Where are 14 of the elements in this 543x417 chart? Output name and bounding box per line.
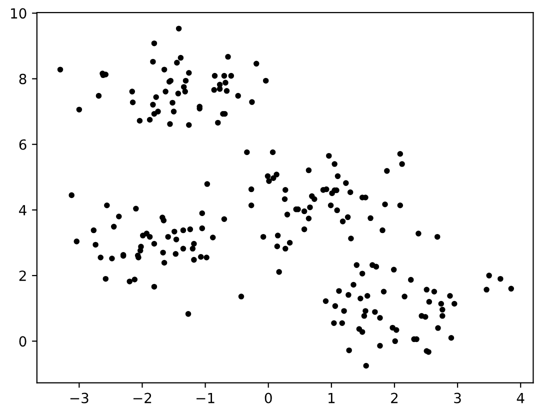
- x-tick-label: 2: [391, 392, 398, 404]
- y-tick-label: 0: [19, 336, 26, 347]
- x-tick-label: −2: [133, 392, 152, 404]
- y-tick-label: 8: [19, 74, 26, 84]
- x-tick-label: 1: [328, 392, 335, 404]
- x-tick-label: 3: [454, 392, 461, 404]
- y-tick-label: 2: [19, 270, 26, 281]
- x-tick-label: −1: [196, 392, 214, 404]
- y-tick-label: 4: [19, 205, 26, 216]
- x-tick-label: −3: [70, 392, 88, 404]
- y-tick-label: 10: [11, 8, 26, 19]
- x-tick-label: 4: [516, 392, 524, 404]
- x-tick-label: 0: [264, 392, 272, 404]
- y-tick-label: 6: [19, 139, 26, 150]
